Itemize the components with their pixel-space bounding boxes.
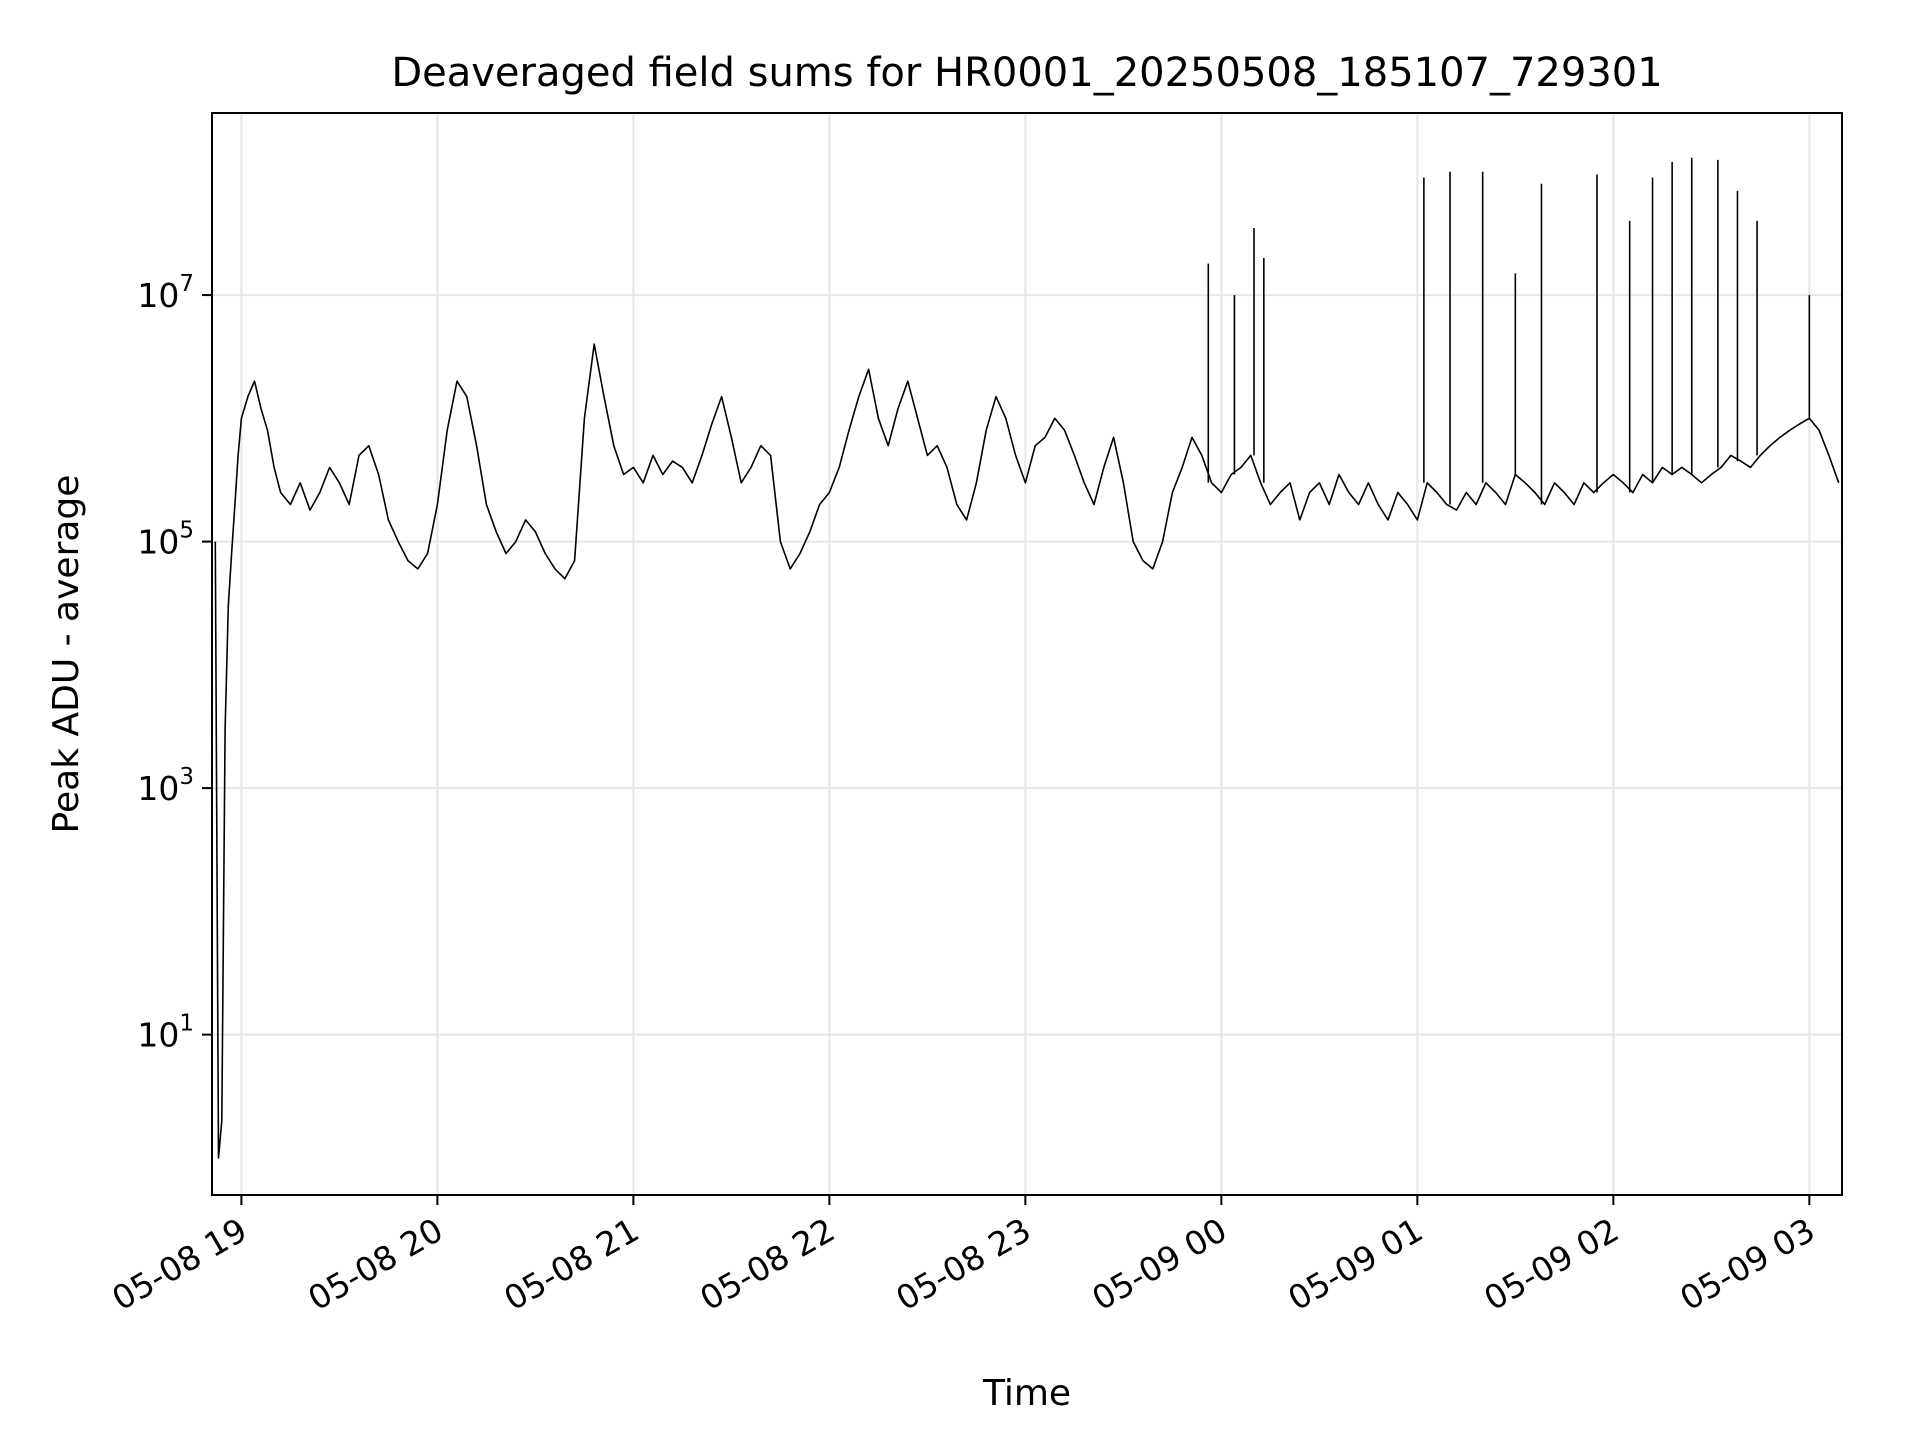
y-tick-label: 105 — [137, 518, 194, 562]
y-tick-exponent: 1 — [179, 1011, 194, 1037]
y-tick-base: 10 — [137, 276, 179, 315]
series-group — [214, 157, 1840, 1159]
x-axis-label: Time — [982, 1373, 1071, 1414]
chart-title: Deaveraged field sums for HR0001_2025050… — [391, 50, 1662, 96]
y-tick-base: 10 — [137, 769, 179, 808]
y-axis-label: Peak ADU - average — [46, 475, 87, 834]
y-tick-base: 10 — [137, 523, 179, 562]
y-tick-exponent: 5 — [179, 518, 194, 544]
series-line — [214, 343, 1840, 1159]
y-tick-base: 10 — [137, 1016, 179, 1055]
y-tick-exponent: 3 — [179, 764, 194, 790]
y-tick-label: 103 — [137, 764, 194, 808]
grid — [212, 113, 1842, 1195]
y-tick-label: 107 — [137, 271, 194, 315]
plot-frame — [211, 112, 1843, 1196]
y-tick-exponent: 7 — [179, 271, 194, 297]
y-tick-label: 101 — [137, 1011, 194, 1055]
